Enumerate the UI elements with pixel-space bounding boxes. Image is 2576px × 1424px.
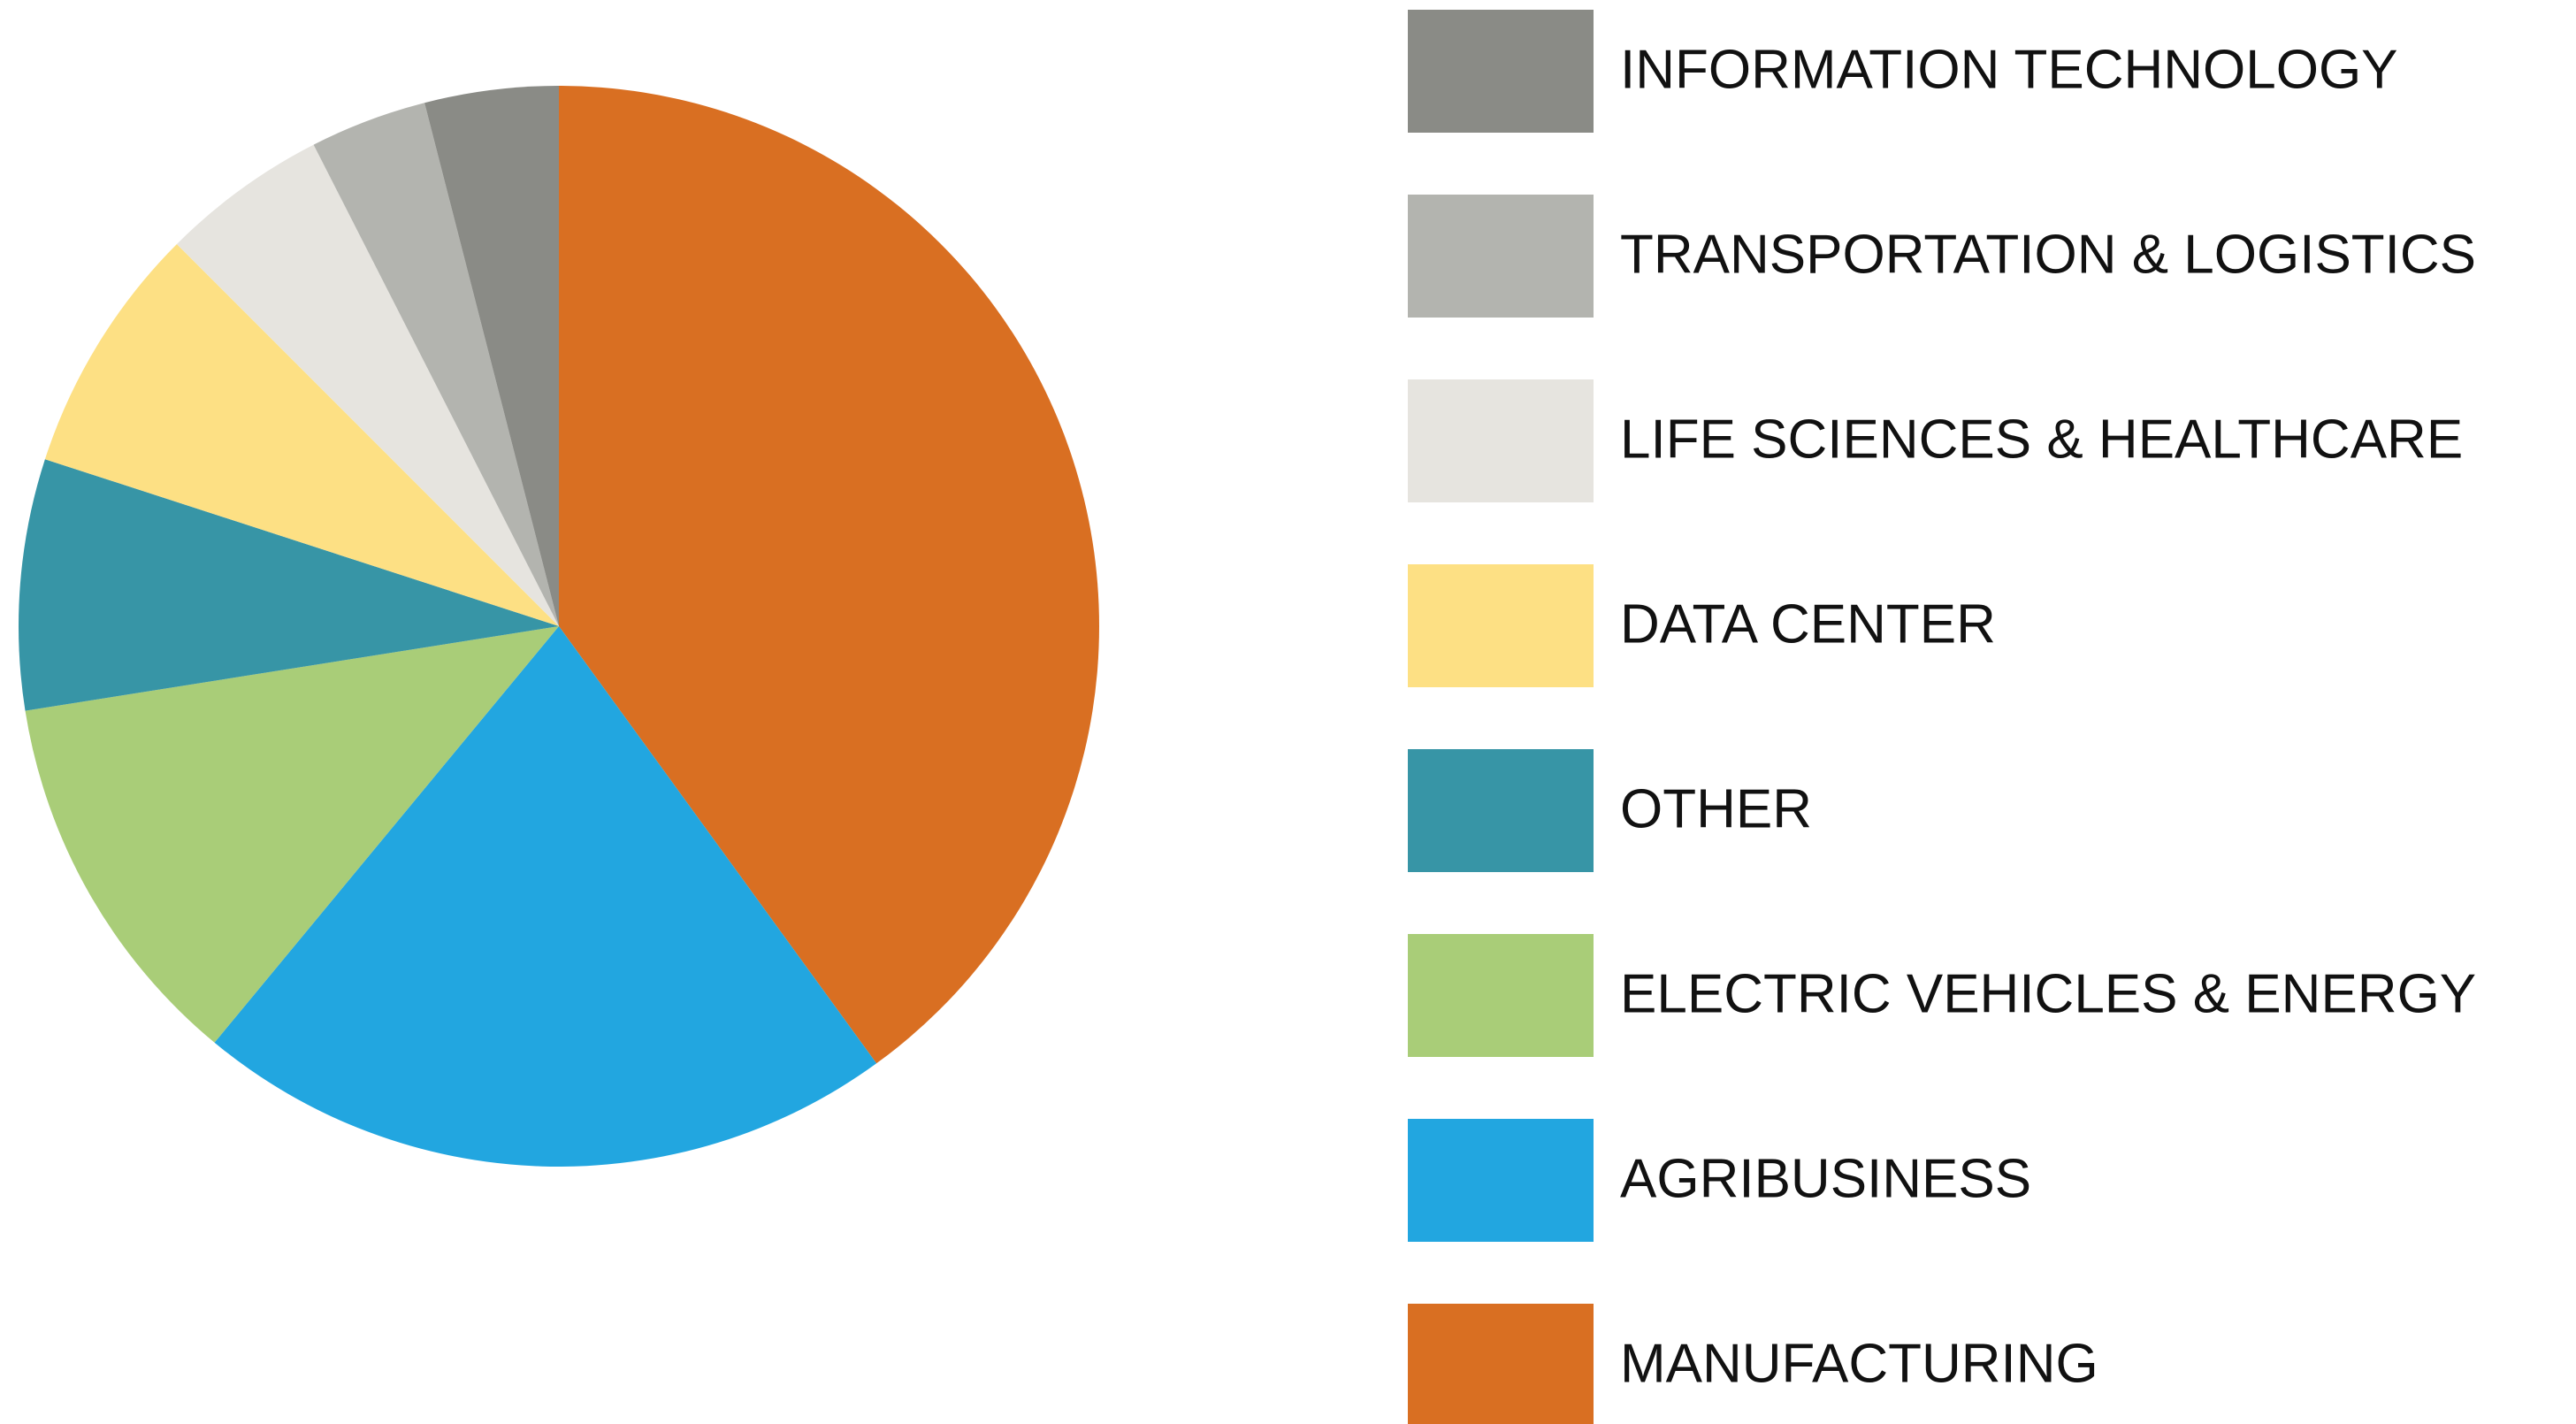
legend-label: LIFE SCIENCES & HEALTHCARE (1620, 409, 2463, 470)
legend-swatch (1408, 564, 1594, 687)
legend-swatch (1408, 934, 1594, 1057)
pie-slice (176, 144, 559, 626)
pie-slice (559, 86, 1099, 1064)
legend-label: TRANSPORTATION & LOGISTICS (1620, 224, 2476, 285)
pie-slice (18, 459, 559, 711)
legend-swatch (1408, 379, 1594, 502)
legend-swatch (1408, 195, 1594, 318)
legend-label: MANUFACTURING (1620, 1333, 2098, 1394)
legend-swatch (1408, 1304, 1594, 1424)
legend-swatch (1408, 10, 1594, 133)
legend-label: INFORMATION TECHNOLOGY (1620, 39, 2398, 100)
pie-slice (313, 103, 559, 627)
legend-label: ELECTRIC VEHICLES & ENERGY (1620, 963, 2476, 1024)
legend-label: DATA CENTER (1620, 593, 1996, 655)
legend-swatch (1408, 1119, 1594, 1242)
pie-slice (424, 86, 559, 626)
legend-label: AGRIBUSINESS (1620, 1148, 2031, 1209)
pie-slice (214, 626, 877, 1167)
pie-slice (44, 243, 559, 626)
legend-swatch (1408, 749, 1594, 872)
pie-slice (25, 626, 560, 1043)
legend-label: OTHER (1620, 778, 1812, 839)
